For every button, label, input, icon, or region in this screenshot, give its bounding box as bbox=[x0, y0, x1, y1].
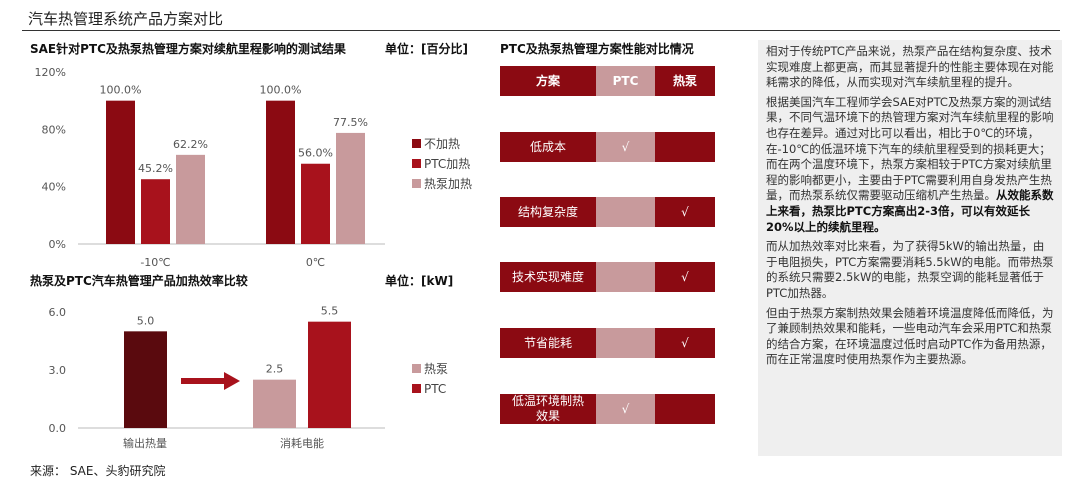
x-tick-label: 消耗电能 bbox=[280, 436, 324, 450]
x-tick-label: 0℃ bbox=[306, 256, 325, 269]
paragraph-2: 根据美国汽车工程师学会SAE对PTC及热泵方案的测试结果，不同气温环境下的热管理… bbox=[766, 95, 1054, 235]
table-row: 低成本 √ bbox=[500, 132, 715, 162]
table-row: 低温环境制热效果 √ bbox=[500, 394, 715, 424]
arrow-icon-shaft bbox=[181, 378, 225, 384]
table-row: 技术实现难度 √ bbox=[500, 262, 715, 292]
ptc-check bbox=[596, 328, 655, 358]
page-title: 汽车热管理系统产品方案对比 bbox=[28, 10, 224, 28]
bar-2 bbox=[301, 163, 330, 244]
bar-1 bbox=[106, 100, 135, 245]
bar-1 bbox=[124, 331, 167, 428]
paragraph-3: 而从加热效率对比来看，为了获得5kW的输出热量，由于电阻损失，PTC方案需要消耗… bbox=[766, 239, 1054, 300]
bar-1 bbox=[266, 100, 295, 245]
paragraph-1: 相对于传统PTC产品来说，热泵产品在结构复杂度、技术实现难度上都更高，而其显著提… bbox=[766, 44, 1054, 90]
arrow-icon-head bbox=[224, 372, 240, 390]
row-label: 低温环境制热效果 bbox=[500, 394, 596, 424]
ptc-check: √ bbox=[596, 394, 655, 424]
legend-swatch bbox=[412, 159, 421, 168]
x-tick-label: -10℃ bbox=[140, 256, 170, 269]
legend-label: 热泵加热 bbox=[424, 177, 472, 191]
heat-pump-check bbox=[655, 132, 715, 162]
data-label: 56.0% bbox=[298, 147, 333, 160]
table-header-row: 方案 PTC 热泵 bbox=[500, 66, 715, 96]
y-tick-label: 6.0 bbox=[49, 306, 67, 319]
y-tick-label: 0.0 bbox=[49, 422, 67, 435]
legend-swatch bbox=[412, 179, 421, 188]
data-label: 100.0% bbox=[100, 84, 142, 97]
legend-swatch bbox=[412, 384, 421, 393]
row-label: 节省能耗 bbox=[500, 328, 596, 358]
chart2-title: 热泵及PTC汽车热管理产品加热效率比较 bbox=[30, 274, 248, 288]
legend-label: 热泵 bbox=[424, 362, 448, 376]
legend-swatch bbox=[412, 139, 421, 148]
bar-3 bbox=[336, 132, 365, 244]
data-label: 5.5 bbox=[321, 305, 339, 318]
legend-label: 不加热 bbox=[424, 137, 460, 151]
table-title: PTC及热泵热管理方案性能对比情况 bbox=[500, 42, 694, 56]
data-label: 77.5% bbox=[333, 116, 368, 129]
y-tick-label: 0% bbox=[49, 238, 66, 251]
ptc-check bbox=[596, 197, 655, 227]
ptc-check: √ bbox=[596, 132, 655, 162]
chart2-unit: 单位：[kW] bbox=[385, 274, 454, 288]
analysis-text-panel: 相对于传统PTC产品来说，热泵产品在结构复杂度、技术实现难度上都更高，而其显著提… bbox=[758, 40, 1062, 456]
header-heat-pump: 热泵 bbox=[655, 66, 715, 96]
heat-pump-check: √ bbox=[655, 328, 715, 358]
heat-pump-check bbox=[655, 394, 715, 424]
legend-swatch bbox=[412, 364, 421, 373]
row-label: 结构复杂度 bbox=[500, 197, 596, 227]
row-label: 技术实现难度 bbox=[500, 262, 596, 292]
data-label: 45.2% bbox=[138, 162, 173, 175]
legend-label: PTC bbox=[424, 382, 446, 396]
ptc-check bbox=[596, 262, 655, 292]
paragraph-2-highlight: 从效能系数上来看，热泵比PTC方案高出2-3倍，可以有效延长20%以上的续航里程… bbox=[766, 188, 1054, 234]
heat-pump-check: √ bbox=[655, 262, 715, 292]
table-row: 结构复杂度 √ bbox=[500, 197, 715, 227]
data-label: 5.0 bbox=[137, 314, 155, 327]
y-tick-label: 120% bbox=[35, 66, 66, 79]
header-scheme: 方案 bbox=[500, 66, 596, 96]
paragraph-2-text: 根据美国汽车工程师学会SAE对PTC及热泵方案的测试结果，不同气温环境下的热管理… bbox=[766, 94, 1054, 203]
heat-pump-check: √ bbox=[655, 197, 715, 227]
bar-3 bbox=[308, 321, 351, 428]
legend-label: PTC加热 bbox=[424, 157, 470, 171]
chart1-unit: 单位：[百分比] bbox=[385, 42, 468, 56]
row-label: 低成本 bbox=[500, 132, 596, 162]
data-label: 2.5 bbox=[266, 363, 284, 376]
y-tick-label: 3.0 bbox=[49, 364, 67, 377]
title-divider bbox=[22, 30, 1060, 31]
data-label: 100.0% bbox=[260, 84, 302, 97]
header-ptc: PTC bbox=[596, 66, 655, 96]
chart1-title: SAE针对PTC及热泵热管理方案对续航里程影响的测试结果 bbox=[30, 42, 346, 56]
x-tick-label: 输出热量 bbox=[123, 436, 167, 450]
bar-2 bbox=[253, 379, 296, 428]
bar-3 bbox=[176, 154, 205, 244]
y-tick-label: 40% bbox=[42, 181, 66, 194]
bar-2 bbox=[141, 179, 170, 244]
table-row: 节省能耗 √ bbox=[500, 328, 715, 358]
paragraph-4: 但由于热泵方案制热效果会随着环境温度降低而降低，为了兼顾制热效果和能耗，一些电动… bbox=[766, 305, 1054, 367]
data-label: 62.2% bbox=[173, 138, 208, 151]
source-note: 来源： SAE、头豹研究院 bbox=[30, 464, 166, 478]
y-tick-label: 80% bbox=[42, 123, 66, 136]
